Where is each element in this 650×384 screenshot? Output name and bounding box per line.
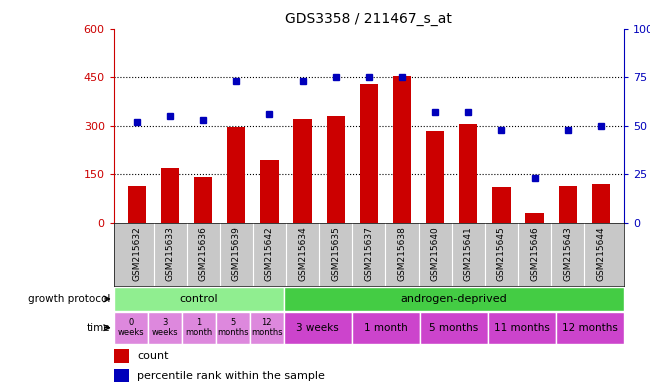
Text: 11 months: 11 months: [494, 323, 550, 333]
Bar: [161, 168, 179, 223]
Bar: [182, 312, 216, 344]
Text: GSM215633: GSM215633: [166, 226, 175, 281]
Bar: [393, 76, 411, 223]
Bar: [261, 160, 279, 223]
Text: 5 months: 5 months: [429, 323, 478, 333]
Text: GSM215638: GSM215638: [398, 226, 406, 281]
Text: GSM215645: GSM215645: [497, 226, 506, 281]
Text: GSM215637: GSM215637: [365, 226, 373, 281]
Text: 3
weeks: 3 weeks: [151, 318, 178, 338]
Bar: [459, 124, 477, 223]
Bar: [128, 185, 146, 223]
Text: 12
months: 12 months: [251, 318, 283, 338]
Bar: [558, 185, 577, 223]
Bar: [556, 312, 624, 344]
Text: GSM215642: GSM215642: [265, 226, 274, 281]
Bar: [216, 312, 250, 344]
Text: GSM215632: GSM215632: [133, 226, 142, 281]
Text: GSM215635: GSM215635: [332, 226, 340, 281]
Text: growth protocol: growth protocol: [28, 294, 110, 304]
Text: 0
weeks: 0 weeks: [118, 318, 144, 338]
Bar: [114, 369, 129, 382]
Bar: [359, 84, 378, 223]
Bar: [227, 127, 246, 223]
Bar: [194, 177, 213, 223]
Text: count: count: [137, 351, 168, 361]
Bar: [114, 312, 148, 344]
Text: GSM215634: GSM215634: [298, 226, 307, 281]
Bar: [426, 131, 444, 223]
Bar: [114, 287, 284, 311]
Text: percentile rank within the sample: percentile rank within the sample: [137, 371, 325, 381]
Bar: [488, 312, 556, 344]
Text: GSM215643: GSM215643: [563, 226, 572, 281]
Text: GSM215644: GSM215644: [596, 226, 605, 281]
Text: control: control: [179, 294, 218, 304]
Text: GSM215646: GSM215646: [530, 226, 539, 281]
Text: androgen-deprived: androgen-deprived: [400, 294, 507, 304]
Bar: [284, 312, 352, 344]
Bar: [492, 187, 510, 223]
Text: GSM215636: GSM215636: [199, 226, 208, 281]
Text: 3 weeks: 3 weeks: [296, 323, 339, 333]
Text: 1 month: 1 month: [364, 323, 408, 333]
Bar: [525, 213, 543, 223]
Text: GSM215641: GSM215641: [463, 226, 473, 281]
Bar: [148, 312, 182, 344]
Bar: [592, 184, 610, 223]
Bar: [250, 312, 284, 344]
Text: GSM215640: GSM215640: [431, 226, 439, 281]
Text: GSM215639: GSM215639: [232, 226, 241, 281]
Text: time: time: [87, 323, 111, 333]
Title: GDS3358 / 211467_s_at: GDS3358 / 211467_s_at: [285, 12, 452, 26]
Bar: [114, 349, 129, 363]
Bar: [352, 312, 420, 344]
Text: 5
months: 5 months: [217, 318, 248, 338]
Bar: [327, 116, 345, 223]
Text: 1
month: 1 month: [185, 318, 213, 338]
Text: 12 months: 12 months: [562, 323, 618, 333]
Bar: [284, 287, 624, 311]
Bar: [294, 119, 312, 223]
Bar: [420, 312, 488, 344]
